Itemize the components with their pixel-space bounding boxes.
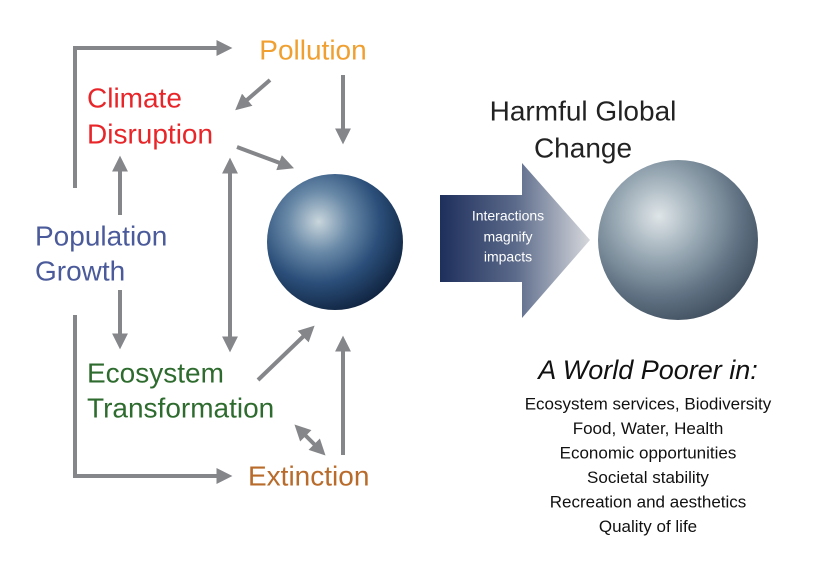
outcome-item: Societal stability bbox=[587, 468, 709, 487]
node-label: Pollution bbox=[259, 34, 366, 65]
outcome-heading: A World Poorer in: bbox=[536, 355, 758, 385]
arrow-label-line: Interactions bbox=[472, 208, 544, 224]
arrow bbox=[237, 147, 288, 166]
outcome-item: Economic opportunities bbox=[560, 443, 737, 462]
outcome-item: Quality of life bbox=[599, 517, 697, 536]
globe bbox=[267, 174, 403, 310]
node-label: Climate bbox=[87, 82, 182, 113]
node-label: Extinction bbox=[248, 460, 369, 491]
outcome-item: Recreation and aesthetics bbox=[550, 492, 747, 511]
outcome-item: Ecosystem services, Biodiversity bbox=[525, 394, 772, 413]
arrow-label-line: impacts bbox=[484, 249, 532, 265]
node-label: Disruption bbox=[87, 118, 213, 149]
arrow bbox=[258, 330, 310, 380]
outcome-list: Ecosystem services, Biodiversity Food, Wa… bbox=[525, 394, 772, 536]
outcome-item: Food, Water, Health bbox=[573, 419, 724, 438]
arrow-label-line: magnify bbox=[483, 229, 532, 245]
node-label: Ecosystem bbox=[87, 357, 224, 388]
node-label: Growth bbox=[35, 255, 125, 286]
node-label: Transformation bbox=[87, 392, 274, 423]
globe-faded bbox=[598, 160, 758, 320]
node-label: Population bbox=[35, 220, 167, 251]
title-line: Harmful Global bbox=[490, 95, 677, 126]
title: Harmful Global Change bbox=[490, 95, 677, 163]
arrow bbox=[299, 429, 321, 451]
title-line: Change bbox=[534, 132, 632, 163]
arrow bbox=[240, 80, 270, 106]
diagram: Pollution Climate Disruption Population … bbox=[0, 0, 824, 584]
